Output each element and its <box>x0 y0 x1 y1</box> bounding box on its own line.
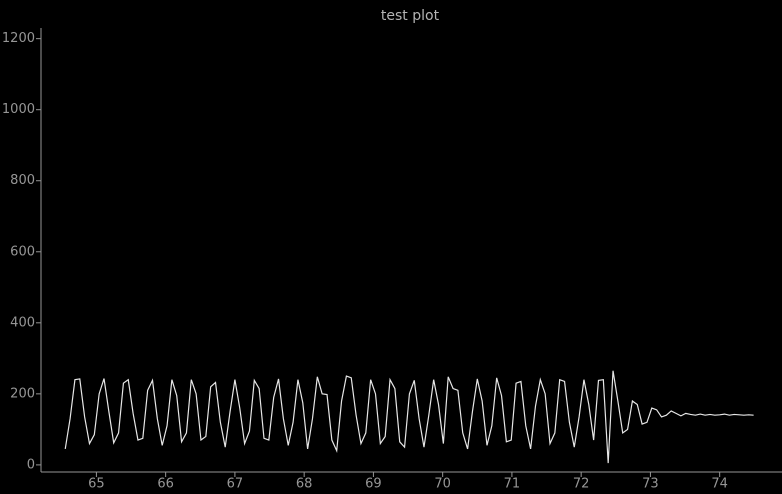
line-series <box>64 370 754 464</box>
x-tick-label: 70 <box>434 477 451 492</box>
y-tick-label: 200 <box>10 386 35 401</box>
chart-title: test plot <box>381 8 440 24</box>
y-tick-label: 400 <box>10 315 35 330</box>
y-tick-label: 1000 <box>2 102 35 117</box>
x-tick-label: 72 <box>573 477 590 492</box>
x-tick-label: 71 <box>504 477 521 492</box>
y-tick-label: 800 <box>10 173 35 188</box>
x-tick-label: 69 <box>365 477 382 492</box>
x-tick-label: 73 <box>642 477 659 492</box>
y-tick-label: 0 <box>27 457 35 472</box>
x-tick-label: 74 <box>711 477 728 492</box>
x-tick-label: 65 <box>88 477 105 492</box>
x-tick-label: 66 <box>157 477 174 492</box>
y-tick-label: 600 <box>10 244 35 259</box>
x-tick-label: 67 <box>227 477 244 492</box>
y-tick-label: 1200 <box>2 31 35 46</box>
x-tick-label: 68 <box>296 477 313 492</box>
